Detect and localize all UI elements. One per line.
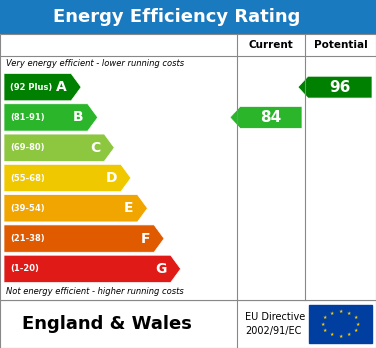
Text: Potential: Potential <box>314 40 367 50</box>
Polygon shape <box>4 225 164 252</box>
Text: ★: ★ <box>356 322 360 326</box>
Text: ★: ★ <box>338 309 343 314</box>
Text: ★: ★ <box>353 315 358 321</box>
Text: 96: 96 <box>329 80 351 95</box>
Text: C: C <box>90 141 100 155</box>
Text: ★: ★ <box>323 327 327 333</box>
Text: EU Directive: EU Directive <box>245 312 305 322</box>
Polygon shape <box>4 164 131 192</box>
Text: (39-54): (39-54) <box>10 204 45 213</box>
Text: B: B <box>73 110 84 125</box>
Text: ★: ★ <box>323 315 327 321</box>
Bar <box>0 0 376 34</box>
Polygon shape <box>4 134 114 161</box>
Text: ★: ★ <box>353 327 358 333</box>
Text: E: E <box>124 201 133 215</box>
Polygon shape <box>4 104 98 131</box>
Bar <box>0 34 376 300</box>
Text: (92 Plus): (92 Plus) <box>10 82 52 92</box>
Text: Not energy efficient - higher running costs: Not energy efficient - higher running co… <box>6 287 184 296</box>
Text: A: A <box>56 80 67 94</box>
Text: Very energy efficient - lower running costs: Very energy efficient - lower running co… <box>6 60 184 69</box>
Text: F: F <box>141 231 150 246</box>
Text: ★: ★ <box>321 322 325 326</box>
Text: ★: ★ <box>347 311 352 316</box>
Text: (55-68): (55-68) <box>10 174 45 182</box>
Text: ★: ★ <box>338 334 343 339</box>
Polygon shape <box>4 255 180 283</box>
Text: 2002/91/EC: 2002/91/EC <box>245 326 302 336</box>
Text: ★: ★ <box>347 332 352 337</box>
Polygon shape <box>4 195 147 222</box>
Text: D: D <box>105 171 117 185</box>
Text: (69-80): (69-80) <box>10 143 44 152</box>
Text: (1-20): (1-20) <box>10 264 39 274</box>
Polygon shape <box>298 76 372 98</box>
Text: ★: ★ <box>329 332 334 337</box>
Text: 84: 84 <box>260 110 282 125</box>
Text: ★: ★ <box>329 311 334 316</box>
Text: (21-38): (21-38) <box>10 234 45 243</box>
Text: G: G <box>155 262 167 276</box>
Polygon shape <box>230 106 302 128</box>
Text: (81-91): (81-91) <box>10 113 45 122</box>
Polygon shape <box>4 73 81 101</box>
Text: Energy Efficiency Rating: Energy Efficiency Rating <box>53 8 300 26</box>
Text: England & Wales: England & Wales <box>22 315 192 333</box>
Bar <box>0 300 376 348</box>
Text: Current: Current <box>249 40 293 50</box>
Bar <box>309 305 372 343</box>
